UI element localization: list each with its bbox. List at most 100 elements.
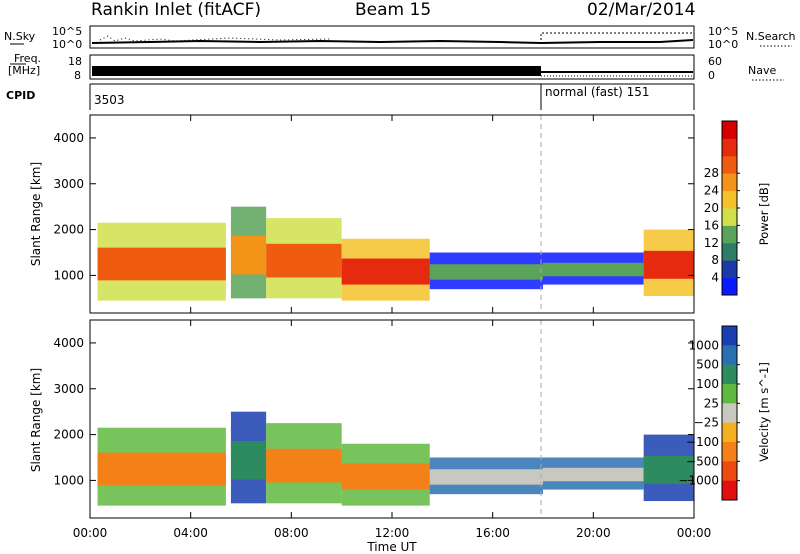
freq-tick-bottom: 8 <box>74 69 81 82</box>
velocity-colorbar-label: Velocity [m s^-1] <box>757 362 771 462</box>
nsearch-label: N.Search <box>746 30 796 43</box>
velocity-echo-region-5-core <box>429 469 543 485</box>
freq-tick-top: 18 <box>68 55 82 68</box>
power-echo-region-7-core <box>643 250 694 279</box>
power-colorbar-tick-label-1: 4 <box>711 271 719 285</box>
power-y-axis: 1000 2000 3000 4000 <box>53 131 694 282</box>
cpid-segment-label-2: normal (fast) 151 <box>545 85 649 99</box>
beam-title: Beam 15 <box>355 0 431 20</box>
power-panel: 1000 2000 3000 4000 Slant Range [km] <box>29 114 695 314</box>
power-colorbar-swatch-9 <box>722 138 737 157</box>
velocity-echo-region-4-core <box>341 463 430 490</box>
power-echo-region-4-core <box>341 258 430 285</box>
power-echo-region-5-core <box>429 264 543 280</box>
velocity-colorbar-tick-label-2: 500 <box>696 358 719 372</box>
power-colorbar-swatch-1 <box>722 277 737 296</box>
velocity-echo-layer <box>97 411 694 506</box>
velocity-y-tick-label-3000: 3000 <box>53 382 84 396</box>
velocity-colorbar-swatch-2 <box>722 345 737 366</box>
velocity-y-tick-label-2000: 2000 <box>53 428 84 442</box>
power-echo-layer <box>97 206 694 301</box>
power-colorbar-swatch-6 <box>722 190 737 209</box>
cpid-strip: CPID 3503 normal (fast) 151 <box>6 83 695 110</box>
nsky-label: N.Sky <box>4 30 36 43</box>
freq-label: Freq. <box>14 52 41 65</box>
power-colorbar-label: Power [dB] <box>757 183 771 246</box>
nsearch-tick-top: 10^5 <box>708 25 738 38</box>
nave-tick-bottom: 0 <box>708 69 715 82</box>
power-y-tick-label-2000: 2000 <box>53 223 84 237</box>
date-title: 02/Mar/2014 <box>587 0 695 20</box>
nsearch-tick-bottom: 10^0 <box>708 38 738 51</box>
freq-unit-label: [MHz] <box>8 64 40 77</box>
velocity-colorbar-tick-label-5: −25 <box>694 416 719 430</box>
velocity-colorbar-tick-label-8: −1000 <box>678 474 719 488</box>
velocity-colorbar-tick-label-3: 100 <box>696 377 719 391</box>
power-colorbar-swatch-3 <box>722 242 737 261</box>
velocity-y-axis: 1000 2000 3000 4000 <box>53 336 694 487</box>
velocity-colorbar-swatch-1 <box>722 326 737 346</box>
power-y-tick-label-4000: 4000 <box>53 131 84 145</box>
freq-panel: Freq. [MHz] 18 8 60 0 Nave <box>8 52 784 82</box>
velocity-colorbar-tick-label-1: 1000 <box>688 338 719 352</box>
nsky-tick-top: 10^5 <box>52 25 82 38</box>
power-colorbar-tick-label-7: 28 <box>704 166 719 180</box>
velocity-y-tick-label-4000: 4000 <box>53 336 84 350</box>
time-tick-label-3: 08:00 <box>274 526 309 540</box>
velocity-colorbar-swatch-4 <box>722 384 737 404</box>
nave-tick-top: 60 <box>708 55 722 68</box>
velocity-echo-region-7-core <box>643 455 694 484</box>
power-colorbar-tick-label-5: 20 <box>704 201 719 215</box>
velocity-y-tick-label-1000: 1000 <box>53 473 84 487</box>
time-tick-label-2: 04:00 <box>173 526 208 540</box>
power-colorbar: 4 8 12 16 20 24 28 <box>704 120 740 296</box>
velocity-colorbar-swatch-3 <box>722 364 737 385</box>
time-tick-label-4: 12:00 <box>375 526 410 540</box>
velocity-colorbar-swatch-6 <box>722 422 737 443</box>
time-x-axis: 00:00 04:00 08:00 12:00 16:00 20:00 00:00 <box>73 115 712 540</box>
velocity-colorbar-tick-label-4: 25 <box>704 396 719 410</box>
time-x-label: Time UT <box>366 540 417 554</box>
velocity-colorbar-swatch-9 <box>722 480 737 501</box>
power-colorbar-swatch-2 <box>722 260 737 279</box>
velocity-colorbar-swatch-7 <box>722 442 737 462</box>
nave-label: Nave <box>748 64 776 77</box>
nsky-tick-bottom: 10^0 <box>52 38 82 51</box>
power-colorbar-tick-label-2: 8 <box>711 253 719 267</box>
power-echo-region-6-core <box>543 262 644 277</box>
cpid-label: CPID <box>6 89 35 102</box>
time-tick-label-1: 00:00 <box>73 526 108 540</box>
velocity-echo-region-3-core <box>266 448 342 483</box>
time-tick-label-6: 20:00 <box>576 526 611 540</box>
velocity-echo-region-6-core <box>543 467 644 482</box>
power-colorbar-swatch-4 <box>722 225 737 244</box>
velocity-colorbar-frame <box>721 325 738 501</box>
power-colorbar-tick-label-3: 12 <box>704 236 719 250</box>
sky-panel: N.Sky 10^5 10^0 10^5 10^0 N.Search <box>4 25 796 51</box>
velocity-colorbar-tick-label-7: −500 <box>686 454 719 468</box>
velocity-colorbar-tick-label-6: −100 <box>686 435 719 449</box>
power-echo-region-2-core <box>230 236 267 275</box>
power-colorbar-tick-label-6: 24 <box>704 184 719 198</box>
power-colorbar-tick-label-4: 16 <box>704 218 719 232</box>
station-title: Rankin Inlet (fitACF) <box>91 0 261 20</box>
power-colorbar-swatch-8 <box>722 155 737 174</box>
power-colorbar-swatch-5 <box>722 208 737 226</box>
power-y-label: Slant Range [km] <box>29 162 43 266</box>
velocity-echo-region-1-core <box>97 452 226 486</box>
power-colorbar-swatch-7 <box>722 173 737 192</box>
velocity-colorbar-swatch-8 <box>722 461 737 482</box>
velocity-colorbar-swatch-5 <box>722 403 737 424</box>
time-tick-label-5: 16:00 <box>475 526 510 540</box>
velocity-y-label: Slant Range [km] <box>29 368 43 472</box>
power-echo-region-1-core <box>97 247 226 281</box>
velocity-panel: 1000 2000 3000 4000 00:00 04:00 08:00 12:00 16:… <box>29 115 711 554</box>
cpid-segment-label-1: 3503 <box>94 93 125 107</box>
velocity-echo-region-2-core <box>230 441 267 480</box>
power-y-tick-label-3000: 3000 <box>53 177 84 191</box>
power-echo-region-3-core <box>266 243 342 278</box>
velocity-colorbar: 1000 500 100 25 −25 −100 −500 −1000 <box>678 325 740 501</box>
time-tick-label-7: 00:00 <box>677 526 712 540</box>
power-colorbar-swatch-10 <box>722 121 737 139</box>
